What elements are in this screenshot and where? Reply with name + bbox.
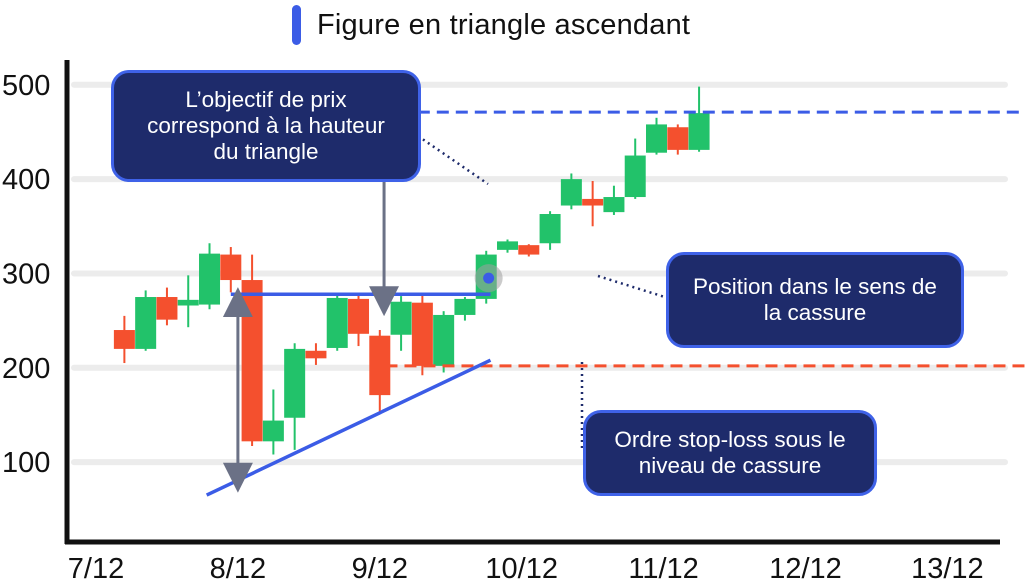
legend-label: Figure en triangle ascendant xyxy=(317,8,691,41)
candle-body xyxy=(113,330,135,349)
candle-body xyxy=(497,241,519,250)
callout-stop-loss: Ordre stop-loss sous le niveau de cassur… xyxy=(583,410,877,496)
legend: Figure en triangle ascendant xyxy=(292,4,690,46)
candle-body xyxy=(241,280,263,442)
candle-8 xyxy=(262,389,284,455)
support-trendline xyxy=(205,358,492,497)
candle-15 xyxy=(411,293,433,376)
candle-body xyxy=(284,348,306,418)
candle-21 xyxy=(539,211,561,250)
candle-20 xyxy=(518,244,540,257)
candle-body xyxy=(135,297,157,349)
x-tick-label-13-12: 13/12 xyxy=(911,553,984,585)
candle-4 xyxy=(177,275,199,328)
x-tick-label-11-12: 11/12 xyxy=(628,553,698,585)
candle-body xyxy=(177,299,199,306)
candle-body xyxy=(433,314,455,366)
candle-5 xyxy=(199,243,221,310)
candle-body xyxy=(603,197,625,213)
candle-body xyxy=(305,350,327,359)
axes: 100 200 300 400 500 7/12 8/12 9/12 10/12 11/12 12/… xyxy=(2,60,1000,585)
candle-body xyxy=(156,297,178,320)
x-tick-label-9-12: 9/12 xyxy=(352,553,408,585)
candle-body xyxy=(262,420,284,442)
candle-9 xyxy=(284,343,306,450)
candle-19 xyxy=(497,239,519,253)
candle-27 xyxy=(667,124,689,155)
x-tick-label-8-12: 8/12 xyxy=(210,553,266,585)
candle-16 xyxy=(433,311,455,373)
candle-body xyxy=(411,302,433,366)
candle-17 xyxy=(454,297,476,321)
candle-2 xyxy=(135,290,157,351)
y-tick-label-100: 100 xyxy=(2,447,50,479)
candle-22 xyxy=(560,173,582,210)
candle-6 xyxy=(220,247,242,293)
y-tick-label-300: 300 xyxy=(2,258,50,290)
candle-12 xyxy=(348,294,370,347)
x-tick-label-7-12: 7/12 xyxy=(68,553,124,585)
candle-body xyxy=(688,113,710,150)
candle-body xyxy=(199,253,221,305)
candle-25 xyxy=(624,138,646,199)
candle-7 xyxy=(241,254,263,447)
candle-26 xyxy=(646,117,668,155)
candle-body xyxy=(326,297,348,348)
y-tick-label-400: 400 xyxy=(2,164,50,196)
candle-24 xyxy=(603,185,625,215)
candle-body xyxy=(646,124,668,153)
candle-23 xyxy=(582,181,604,227)
candle-body xyxy=(369,335,391,396)
candle-body xyxy=(560,179,582,206)
candle-13 xyxy=(369,330,391,414)
candle-body xyxy=(220,254,242,281)
candle-body xyxy=(667,127,689,150)
candle-28 xyxy=(688,86,710,152)
candle-body xyxy=(390,301,412,335)
x-tick-label-12-12: 12/12 xyxy=(769,553,842,585)
candle-1 xyxy=(113,315,135,364)
callout-position-connector xyxy=(597,274,669,300)
y-tick-label-200: 200 xyxy=(2,353,50,385)
candle-body xyxy=(624,155,646,198)
legend-swatch xyxy=(292,5,301,45)
y-tick-label-500: 500 xyxy=(2,70,50,102)
candle-11 xyxy=(326,294,348,351)
overlays xyxy=(205,93,1025,497)
candle-14 xyxy=(390,296,412,351)
callout-stop-loss-text: Ordre stop-loss sous le niveau de cassur… xyxy=(614,427,846,478)
callout-price-target-text: L’objectif de prix correspond à la haute… xyxy=(147,87,385,164)
candle-10 xyxy=(305,343,327,365)
callout-position-text: Position dans le sens de la cassure xyxy=(693,274,937,325)
callout-target-connector xyxy=(417,134,489,186)
callout-price-target: L’objectif de prix correspond à la haute… xyxy=(111,70,421,182)
candle-body xyxy=(582,198,604,206)
candle-body xyxy=(518,245,540,255)
candle-body xyxy=(539,214,561,244)
entry-point-dot xyxy=(483,272,495,284)
candle-body xyxy=(348,298,370,334)
callout-position: Position dans le sens de la cassure xyxy=(666,252,964,348)
x-tick-label-10-12: 10/12 xyxy=(485,553,558,585)
candle-body xyxy=(454,298,476,315)
candle-3 xyxy=(156,287,178,326)
